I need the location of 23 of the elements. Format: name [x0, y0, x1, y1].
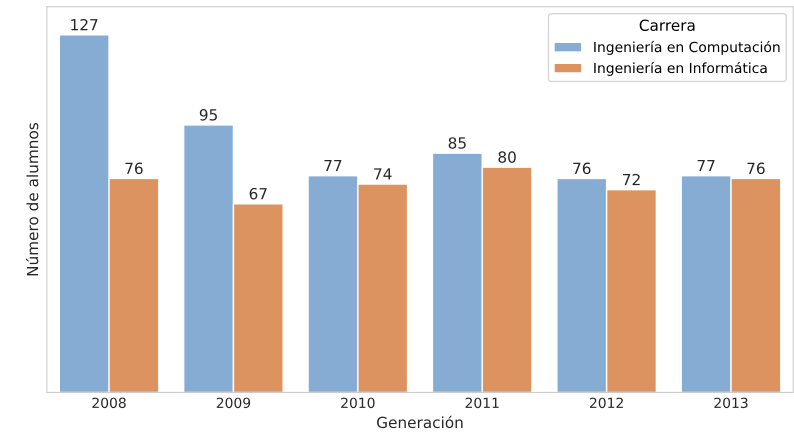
x-tick-label: 2009 — [216, 398, 250, 408]
data-label: 95 — [200, 109, 217, 121]
y-axis-title: Número de alumnos — [26, 123, 38, 276]
legend-title: Carrera — [640, 19, 694, 32]
data-label: 77 — [698, 160, 715, 172]
data-label: 76 — [573, 162, 590, 174]
data-label: 72 — [623, 174, 640, 186]
x-tick-label: 2010 — [341, 398, 375, 408]
data-label: 76 — [747, 162, 765, 174]
x-tick-label: 2012 — [590, 398, 623, 408]
data-label: 127 — [71, 18, 98, 30]
data-label: 74 — [374, 168, 392, 180]
x-tick-label: 2008 — [92, 398, 126, 408]
x-tick-label: 2013 — [714, 398, 748, 408]
legend-label: Ingeniería en Computación — [594, 40, 780, 55]
data-label: 77 — [324, 160, 342, 172]
legend-label: Ingeniería en Informática — [594, 62, 767, 76]
data-label: 76 — [125, 162, 143, 174]
x-axis-title: Generación — [377, 416, 463, 428]
x-tick-label: 2011 — [466, 398, 499, 408]
data-label: 85 — [448, 137, 466, 149]
data-label: 67 — [250, 188, 267, 200]
data-label: 80 — [498, 151, 516, 163]
